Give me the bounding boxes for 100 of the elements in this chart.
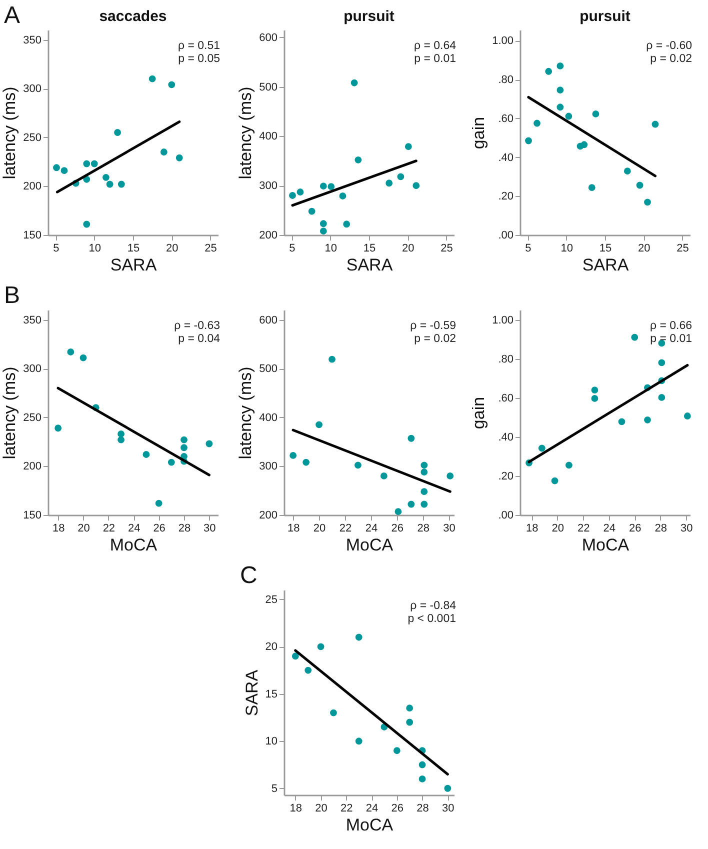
y-tick-label: .20 (498, 470, 514, 482)
y-tick-label: 150 (23, 510, 42, 522)
point (408, 500, 415, 508)
x-tick-label: 22 (340, 802, 353, 814)
y-tick-label: 20 (265, 641, 278, 654)
annotation: p = 0.01 (650, 333, 692, 345)
x-tick-label: 25 (440, 242, 453, 254)
point (644, 198, 651, 206)
point (420, 468, 428, 476)
chart-title: pursuit (580, 8, 630, 25)
x-tick-label: 26 (391, 522, 404, 534)
x-axis-title: MoCA (110, 536, 158, 554)
point (168, 458, 175, 466)
x-tick-label: 24 (603, 522, 616, 534)
point (565, 112, 572, 120)
y-axis-title: latency (ms) (0, 366, 20, 460)
y-tick-label: 400 (259, 412, 278, 424)
point (652, 120, 659, 128)
point (420, 500, 428, 508)
x-tick-label: 15 (363, 242, 376, 254)
point (556, 104, 564, 111)
y-axis-title: SARA (242, 669, 262, 716)
x-tick-label: 20 (166, 242, 178, 254)
x-tick-label: 25 (676, 242, 689, 254)
x-tick-label: 5 (53, 242, 60, 254)
point (420, 462, 428, 469)
annotation: p < 0.001 (408, 613, 456, 625)
y-tick-label: 500 (259, 81, 278, 94)
x-tick-label: 20 (78, 522, 90, 534)
y-tick-label: 300 (259, 180, 278, 192)
point (320, 182, 327, 190)
x-tick-label: 28 (654, 522, 668, 534)
point (354, 156, 362, 164)
x-tick-label: 30 (443, 522, 456, 534)
x-tick-label: 26 (153, 522, 166, 534)
y-tick-label: 250 (23, 412, 42, 424)
annotation: p = 0.01 (414, 53, 456, 65)
y-tick-label: 400 (259, 130, 278, 143)
annotation: ρ = -0.84 (410, 600, 457, 612)
point (289, 192, 296, 199)
y-tick-label: 10 (265, 736, 278, 748)
x-tick-label: 26 (628, 522, 642, 534)
x-axis-title: MoCA (582, 536, 630, 554)
y-axis-title: latency (ms) (236, 366, 256, 460)
annotation: ρ = -0.59 (410, 320, 456, 332)
point (155, 500, 162, 507)
point (534, 120, 540, 127)
y-tick-label: 500 (259, 363, 278, 376)
x-tick-label: 20 (638, 242, 650, 254)
point (591, 386, 598, 394)
text: B (4, 282, 20, 309)
y-axis-title: gain (469, 396, 488, 430)
point (328, 183, 335, 190)
x-tick-label: 18 (52, 522, 65, 534)
y-tick-label: 5 (271, 782, 278, 795)
y-axis-title: latency (ms) (236, 86, 256, 180)
x-axis-title: SARA (582, 256, 630, 274)
x-tick-label: 25 (204, 242, 217, 254)
point (618, 418, 626, 426)
point (624, 168, 631, 175)
point (592, 110, 600, 118)
point (556, 62, 564, 70)
x-tick-label: 5 (525, 242, 532, 254)
y-tick-label: .60 (498, 112, 514, 125)
y-tick-label: .80 (498, 74, 514, 86)
x-tick-label: 20 (402, 242, 414, 254)
point (393, 747, 400, 754)
chart-title: pursuit (344, 8, 394, 25)
x-tick-label: 30 (204, 522, 216, 534)
y-tick-label: .80 (498, 353, 514, 366)
annotation: ρ = -0.63 (174, 320, 220, 332)
point (80, 354, 87, 362)
y-tick-label: 1.00 (492, 35, 514, 48)
annotation: p = 0.02 (414, 333, 456, 345)
annotation: p = 0.04 (178, 333, 221, 345)
x-tick-label: 18 (290, 802, 302, 814)
point (304, 666, 312, 674)
x-axis-title: MoCA (346, 816, 394, 834)
point (292, 652, 299, 660)
point (394, 508, 402, 516)
y-tick-label: 200 (23, 180, 42, 193)
point (290, 452, 297, 459)
point (343, 220, 350, 228)
x-tick-label: 10 (88, 242, 101, 254)
point (658, 340, 666, 347)
x-axis-title: MoCA (346, 536, 394, 554)
y-tick-label: 150 (23, 230, 42, 242)
annotation: ρ = -0.60 (646, 40, 692, 52)
point (644, 416, 651, 424)
point (316, 421, 322, 428)
point (142, 451, 150, 458)
point (106, 180, 114, 188)
x-axis-title: SARA (346, 256, 394, 274)
point (551, 477, 558, 484)
point (67, 348, 74, 356)
text: A (4, 2, 20, 29)
point (60, 167, 68, 174)
point (588, 184, 596, 192)
y-tick-label: 350 (23, 34, 42, 46)
y-tick-label: 350 (23, 314, 42, 326)
